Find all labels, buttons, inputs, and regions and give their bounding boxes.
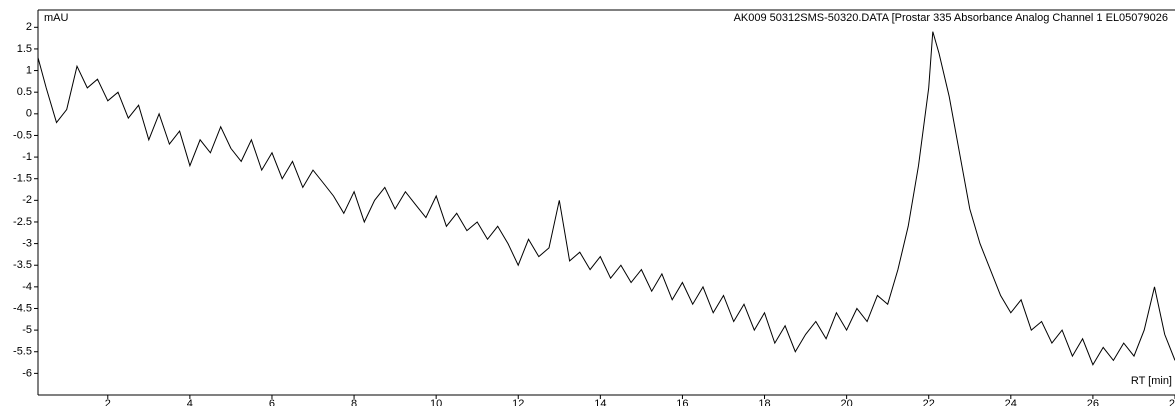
y-tick-label: -2.5 <box>13 216 32 228</box>
y-tick-label: 1 <box>26 64 32 76</box>
x-tick-label: 24 <box>1005 398 1017 406</box>
y-tick-label: -0.5 <box>13 129 32 141</box>
x-tick-label: 10 <box>430 398 442 406</box>
y-tick-label: -4.5 <box>13 302 32 314</box>
y-tick-label: -5 <box>22 324 32 336</box>
signal-line <box>37 31 1175 366</box>
y-tick-label: -1.5 <box>13 173 32 185</box>
x-axis-label: RT [min] <box>1131 375 1172 387</box>
y-tick-label: -5.5 <box>13 346 32 358</box>
y-tick-label: -3.5 <box>13 259 32 271</box>
y-tick-label: -3 <box>22 238 32 250</box>
y-tick-label: -6 <box>22 367 32 379</box>
x-tick-label: 8 <box>351 398 357 406</box>
y-tick-label: 0.5 <box>17 86 32 98</box>
x-tick-label: 22 <box>923 398 935 406</box>
x-tick-label: 14 <box>594 398 606 406</box>
x-tick-label: 28 <box>1169 398 1175 406</box>
y-tick-label: 2 <box>26 21 32 33</box>
x-tick-label: 12 <box>512 398 524 406</box>
chart-title: AK009 50312SMS-50320.DATA [Prostar 335 A… <box>734 12 1168 24</box>
x-tick-label: 16 <box>676 398 688 406</box>
y-axis-label: mAU <box>44 12 69 24</box>
y-tick-label: -2 <box>22 194 32 206</box>
x-tick-label: 26 <box>1087 398 1099 406</box>
y-tick-label: -1 <box>22 151 32 163</box>
x-tick-label: 4 <box>187 398 193 406</box>
y-tick-label: 0 <box>26 108 32 120</box>
x-tick-label: 20 <box>840 398 852 406</box>
y-tick-label: -4 <box>22 281 32 293</box>
x-tick-label: 2 <box>105 398 111 406</box>
x-tick-label: 6 <box>269 398 275 406</box>
y-tick-label: 1.5 <box>17 43 32 55</box>
x-tick-label: 18 <box>758 398 770 406</box>
